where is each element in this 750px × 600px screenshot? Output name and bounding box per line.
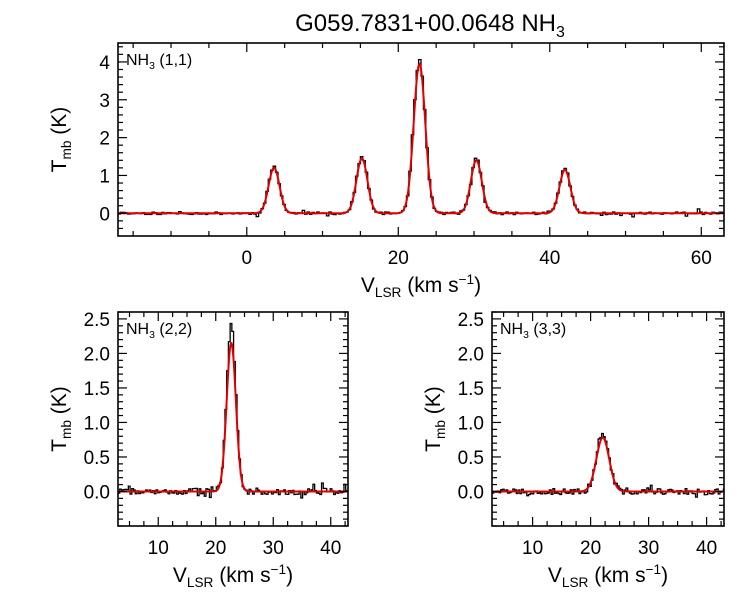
panel-label-subscript: 3 [149, 61, 155, 72]
y-axis-label-subscript: mb [59, 420, 74, 439]
y-tick-label: 1.0 [84, 413, 110, 434]
panel-label: NH3 (3,3) [500, 321, 566, 341]
x-tick-label: 20 [388, 248, 409, 269]
figure-title-main: G059.7831+00.0648 NH [295, 10, 556, 37]
y-tick-label: 0.0 [458, 482, 484, 503]
y-tick-label: 2.5 [458, 310, 484, 331]
x-tick-label: 30 [263, 538, 284, 559]
fit-curve [118, 62, 724, 215]
panel-label-rest: (2,2) [155, 321, 192, 338]
y-tick-label: 0 [99, 204, 110, 225]
y-axis-label-subscript: mb [59, 140, 74, 159]
x-axis-label-main: V [548, 564, 562, 587]
x-tick-label: 60 [691, 248, 712, 269]
x-axis-label-end: ) [661, 564, 668, 587]
y-axis-label-units: (K) [422, 386, 445, 420]
y-axis-label: Tmb (K) [48, 386, 74, 452]
panel-label-subscript: 3 [523, 330, 529, 341]
x-axis-label-end: ) [286, 564, 293, 587]
panel-nh3-33: 10 20 30 40 0.0 0.5 1.0 1.5 2.0 2.5 NH3 (3,3) VLSR … [422, 310, 725, 590]
x-tick-label: 40 [696, 538, 717, 559]
y-tick-label: 2.0 [458, 344, 484, 365]
y-tick-label: 0.5 [458, 448, 484, 469]
y-tick-label: 2 [99, 129, 110, 150]
y-tick-label: 4 [99, 53, 110, 74]
x-tick-label: 10 [148, 538, 169, 559]
y-axis-label-units: (K) [48, 386, 71, 420]
y-axis-label-main: T [48, 439, 71, 452]
observed-spectrum [118, 59, 724, 218]
x-axis-label: VLSR (km s−1) [361, 272, 481, 300]
x-axis-label-end: ) [474, 274, 481, 297]
x-axis-label-main: V [173, 564, 187, 587]
panel-label: NH3 (1,1) [126, 52, 192, 72]
panel-label-main: NH [126, 321, 149, 338]
fit-curve [492, 436, 724, 493]
x-axis-label-superscript: −1 [646, 562, 662, 577]
y-axis-label: Tmb (K) [48, 107, 74, 173]
x-tick-label: 20 [580, 538, 601, 559]
panel-label: NH3 (2,2) [126, 321, 192, 341]
panel-label-subscript: 3 [149, 330, 155, 341]
x-axis-label-superscript: −1 [271, 562, 287, 577]
y-tick-label: 3 [99, 91, 110, 112]
x-tick-label: 10 [522, 538, 543, 559]
panel-label-rest: (1,1) [155, 52, 192, 69]
figure-title: G059.7831+00.0648 NH3 [295, 10, 565, 41]
y-tick-label: 1.5 [458, 379, 484, 400]
panel-label-rest: (3,3) [529, 321, 566, 338]
y-axis-label-main: T [422, 439, 445, 452]
x-tick-label: 40 [320, 538, 341, 559]
x-axis-label-subscript: LSR [375, 285, 402, 300]
x-axis-label-units: (km s [401, 274, 458, 297]
x-axis-label-subscript: LSR [562, 575, 589, 590]
figure-title-subscript: 3 [556, 24, 565, 41]
y-tick-label: 2.5 [84, 310, 110, 331]
x-axis-label-units: (km s [213, 564, 270, 587]
observed-spectrum [492, 432, 724, 498]
x-tick-label: 40 [539, 248, 560, 269]
panel-label-main: NH [126, 52, 149, 69]
fit-curve [118, 341, 348, 493]
x-axis-label: VLSR (km s−1) [173, 562, 293, 590]
y-tick-label: 1.5 [84, 379, 110, 400]
y-axis-label-subscript: mb [433, 420, 448, 439]
plot-frame [491, 311, 725, 527]
x-axis-label-subscript: LSR [187, 575, 214, 590]
plot-frame [117, 311, 349, 527]
y-tick-label: 1 [99, 166, 110, 187]
y-tick-label: 0.5 [84, 448, 110, 469]
x-tick-label: 0 [241, 248, 252, 269]
y-axis-label: Tmb (K) [422, 386, 448, 452]
y-tick-label: 0.0 [84, 482, 110, 503]
y-axis-label-units: (K) [48, 107, 71, 141]
panel-nh3-22: 10 20 30 40 0.0 0.5 1.0 1.5 2.0 2.5 NH3 (2,2) VLSR … [48, 310, 349, 590]
plot-frame [117, 42, 725, 237]
y-axis-label-main: T [48, 159, 71, 172]
x-tick-label: 30 [638, 538, 659, 559]
x-axis-label-main: V [361, 274, 375, 297]
y-tick-label: 2.0 [84, 344, 110, 365]
x-axis-label: VLSR (km s−1) [548, 562, 668, 590]
y-tick-label: 1.0 [458, 413, 484, 434]
panel-label-main: NH [500, 321, 523, 338]
x-axis-label-units: (km s [588, 564, 645, 587]
x-tick-label: 20 [205, 538, 226, 559]
x-axis-label-superscript: −1 [459, 272, 475, 287]
